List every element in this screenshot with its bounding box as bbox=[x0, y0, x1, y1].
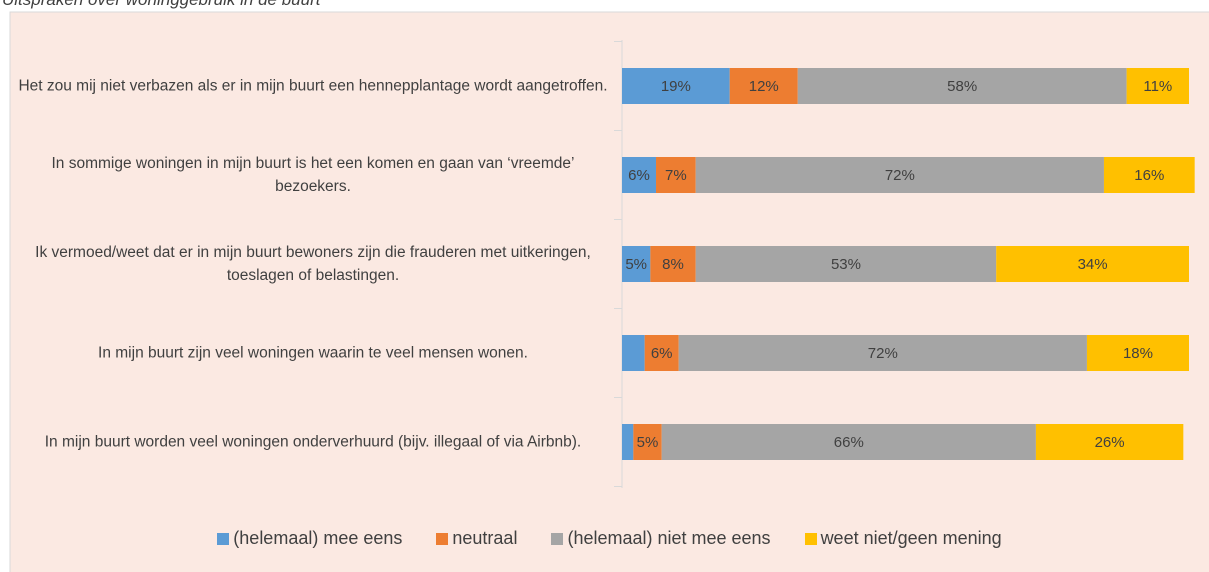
legend-item: weet niet/geen mening bbox=[804, 528, 1002, 549]
legend-label: (helemaal) mee eens bbox=[233, 528, 403, 548]
category-label: In mijn buurt worden veel woningen onder… bbox=[44, 433, 582, 451]
bar-segment bbox=[622, 157, 657, 193]
data-label: 19% bbox=[661, 78, 691, 95]
bar-segment bbox=[656, 157, 696, 193]
data-label: 34% bbox=[1078, 256, 1108, 273]
bar-segment bbox=[1035, 424, 1184, 460]
bar-segment bbox=[622, 424, 634, 460]
data-label: 66% bbox=[834, 434, 864, 451]
chart-area bbox=[9, 11, 1209, 572]
bar-segment bbox=[678, 335, 1087, 371]
bar-segment bbox=[622, 68, 730, 104]
data-label: 58% bbox=[947, 78, 977, 95]
category-label: Ik vermoed/weet dat er in mijn buurt bew… bbox=[35, 244, 591, 284]
bar-segment bbox=[1103, 157, 1195, 193]
legend-item: neutraal bbox=[436, 528, 517, 549]
data-label: 11% bbox=[1143, 78, 1172, 95]
legend-label: neutraal bbox=[452, 528, 518, 548]
legend-label: weet niet/geen mening bbox=[820, 528, 1002, 548]
data-label: 7% bbox=[665, 167, 687, 184]
bar-segment bbox=[695, 157, 1104, 193]
data-label: 6% bbox=[651, 345, 673, 362]
data-label: 6% bbox=[628, 167, 650, 184]
legend-item: (helemaal) niet mee eens bbox=[551, 528, 771, 549]
bar-segment bbox=[650, 246, 696, 282]
legend-label: (helemaal) niet mee eens bbox=[567, 528, 771, 548]
bar-segment bbox=[729, 68, 798, 104]
bar-segment bbox=[644, 335, 679, 371]
data-label: 26% bbox=[1095, 434, 1125, 451]
legend-swatch bbox=[551, 532, 564, 545]
bar-segment bbox=[695, 246, 997, 282]
data-label: 72% bbox=[885, 167, 915, 184]
legend: (helemaal) mee eens neutraal (helemaal) ni… bbox=[10, 528, 1209, 549]
bar-segment bbox=[1086, 335, 1189, 371]
legend-swatch bbox=[804, 532, 817, 545]
category-label: In sommige woningen in mijn buurt is het… bbox=[51, 155, 575, 195]
data-label: 5% bbox=[637, 434, 659, 451]
legend-swatch bbox=[436, 532, 449, 545]
chart-title: Uitspraken over woninggebruik in de buur… bbox=[2, 0, 320, 10]
data-label: 53% bbox=[831, 256, 861, 273]
bar-segment bbox=[633, 424, 662, 460]
legend-item: (helemaal) mee eens bbox=[217, 528, 402, 549]
data-label: 12% bbox=[749, 78, 779, 95]
data-label: 72% bbox=[868, 345, 898, 362]
bar-segment bbox=[661, 424, 1036, 460]
data-label: 8% bbox=[662, 256, 684, 273]
bar-segment bbox=[622, 246, 651, 282]
data-label: 5% bbox=[625, 256, 647, 273]
legend-swatch bbox=[217, 532, 230, 545]
bar-segment bbox=[1126, 68, 1189, 104]
data-label: 16% bbox=[1134, 167, 1164, 184]
bar-segment bbox=[996, 246, 1189, 282]
category-label: In mijn buurt zijn veel woningen waarin … bbox=[98, 344, 528, 362]
bar-segment bbox=[797, 68, 1127, 104]
category-label: Het zou mij niet verbazen als er in mijn… bbox=[18, 77, 608, 95]
data-label: 18% bbox=[1123, 345, 1153, 362]
bar-segment bbox=[622, 335, 645, 371]
